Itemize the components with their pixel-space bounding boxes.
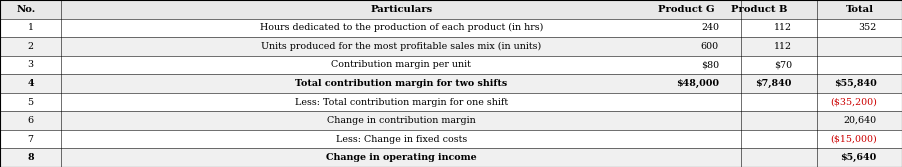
Text: 352: 352 — [859, 23, 877, 32]
Text: $80: $80 — [701, 60, 719, 69]
Text: Product B: Product B — [731, 5, 787, 14]
Text: 240: 240 — [701, 23, 719, 32]
Text: Contribution margin per unit: Contribution margin per unit — [331, 60, 472, 69]
Text: Units produced for the most profitable sales mix (in units): Units produced for the most profitable s… — [262, 42, 541, 51]
Text: Total: Total — [845, 5, 874, 14]
Text: 600: 600 — [701, 42, 719, 51]
Bar — [0, 148, 902, 167]
Bar — [0, 37, 902, 56]
Text: $48,000: $48,000 — [676, 79, 719, 88]
Bar — [0, 130, 902, 148]
Text: ($35,200): ($35,200) — [830, 98, 877, 107]
Bar — [0, 19, 902, 37]
Text: 20,640: 20,640 — [843, 116, 877, 125]
Text: $5,640: $5,640 — [841, 153, 877, 162]
Text: 2: 2 — [28, 42, 33, 51]
Text: 112: 112 — [774, 23, 792, 32]
Text: Product G: Product G — [658, 5, 714, 14]
Text: Less: Change in fixed costs: Less: Change in fixed costs — [336, 135, 467, 144]
Bar — [0, 93, 902, 111]
Text: No.: No. — [16, 5, 36, 14]
Bar — [0, 111, 902, 130]
Text: 5: 5 — [28, 98, 33, 107]
Text: 3: 3 — [28, 60, 33, 69]
Text: 6: 6 — [28, 116, 33, 125]
Text: 112: 112 — [774, 42, 792, 51]
Text: Hours dedicated to the production of each product (in hrs): Hours dedicated to the production of eac… — [260, 23, 543, 32]
Text: ($15,000): ($15,000) — [830, 135, 877, 144]
Text: Particulars: Particulars — [370, 5, 433, 14]
Text: 1: 1 — [28, 23, 33, 32]
Text: 4: 4 — [27, 79, 34, 88]
Text: $55,840: $55,840 — [834, 79, 877, 88]
Text: Change in operating income: Change in operating income — [327, 153, 476, 162]
Text: 7: 7 — [28, 135, 33, 144]
Bar — [0, 74, 902, 93]
Text: Less: Total contribution margin for one shift: Less: Total contribution margin for one … — [295, 98, 508, 107]
Bar — [0, 0, 902, 19]
Text: Total contribution margin for two shifts: Total contribution margin for two shifts — [295, 79, 508, 88]
Text: $70: $70 — [774, 60, 792, 69]
Text: 8: 8 — [27, 153, 34, 162]
Bar — [0, 56, 902, 74]
Text: $7,840: $7,840 — [756, 79, 792, 88]
Text: Change in contribution margin: Change in contribution margin — [327, 116, 475, 125]
